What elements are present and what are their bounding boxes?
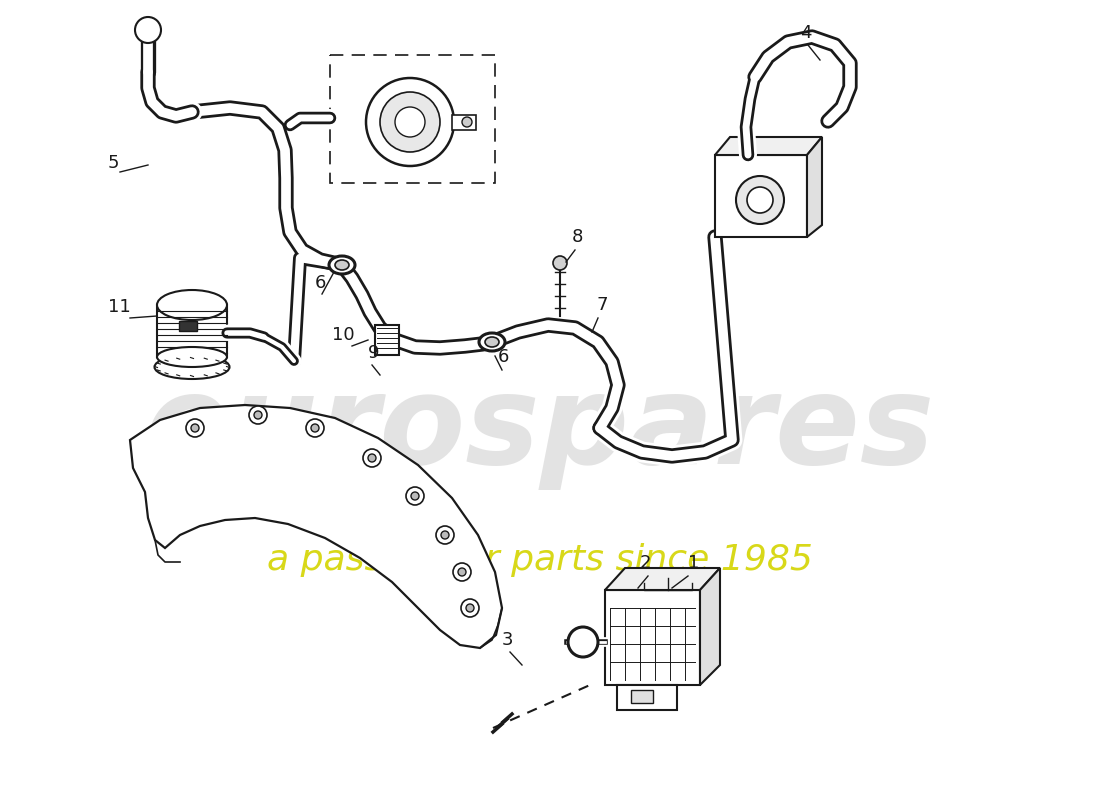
Circle shape (461, 599, 478, 617)
Circle shape (311, 424, 319, 432)
Ellipse shape (154, 355, 230, 379)
Circle shape (186, 419, 204, 437)
Ellipse shape (478, 333, 505, 351)
Text: 1: 1 (688, 554, 700, 572)
Bar (375, 325, 399, 355)
Circle shape (441, 531, 449, 539)
Circle shape (436, 526, 454, 544)
Ellipse shape (157, 290, 227, 320)
Circle shape (453, 563, 471, 581)
Circle shape (736, 176, 784, 224)
Circle shape (368, 454, 376, 462)
Circle shape (466, 604, 474, 612)
Circle shape (395, 107, 425, 137)
Text: 8: 8 (572, 228, 583, 246)
Circle shape (406, 487, 424, 505)
Bar (715, 155, 807, 237)
Circle shape (553, 256, 566, 270)
Circle shape (458, 568, 466, 576)
Ellipse shape (157, 347, 227, 367)
Circle shape (462, 117, 472, 127)
Text: eurospares: eurospares (145, 370, 935, 490)
Bar (179, 321, 197, 331)
Bar (330, 55, 495, 183)
Bar (157, 305, 227, 357)
Ellipse shape (329, 256, 355, 274)
Text: 5: 5 (108, 154, 120, 172)
Circle shape (249, 406, 267, 424)
Text: 9: 9 (368, 344, 379, 362)
Text: 11: 11 (108, 298, 131, 316)
Circle shape (379, 92, 440, 152)
Circle shape (135, 17, 161, 43)
Polygon shape (130, 405, 502, 648)
Polygon shape (715, 137, 822, 155)
Text: a passion for parts since 1985: a passion for parts since 1985 (267, 543, 813, 577)
Polygon shape (700, 568, 720, 685)
Text: 2: 2 (640, 554, 651, 572)
Text: 7: 7 (596, 296, 607, 314)
Text: 4: 4 (800, 24, 812, 42)
Text: 10: 10 (332, 326, 354, 344)
Polygon shape (807, 137, 822, 237)
Circle shape (568, 627, 598, 657)
Polygon shape (605, 568, 720, 590)
Text: 6: 6 (498, 348, 509, 366)
Polygon shape (605, 590, 700, 685)
Circle shape (411, 492, 419, 500)
Circle shape (306, 419, 324, 437)
Circle shape (363, 449, 381, 467)
Circle shape (747, 187, 773, 213)
Bar (452, 115, 476, 130)
Text: 6: 6 (315, 274, 327, 292)
Circle shape (191, 424, 199, 432)
Text: 3: 3 (502, 631, 514, 649)
Circle shape (254, 411, 262, 419)
Ellipse shape (485, 337, 499, 347)
Polygon shape (617, 685, 676, 710)
Bar (631, 690, 653, 703)
Circle shape (366, 78, 454, 166)
Ellipse shape (336, 260, 349, 270)
